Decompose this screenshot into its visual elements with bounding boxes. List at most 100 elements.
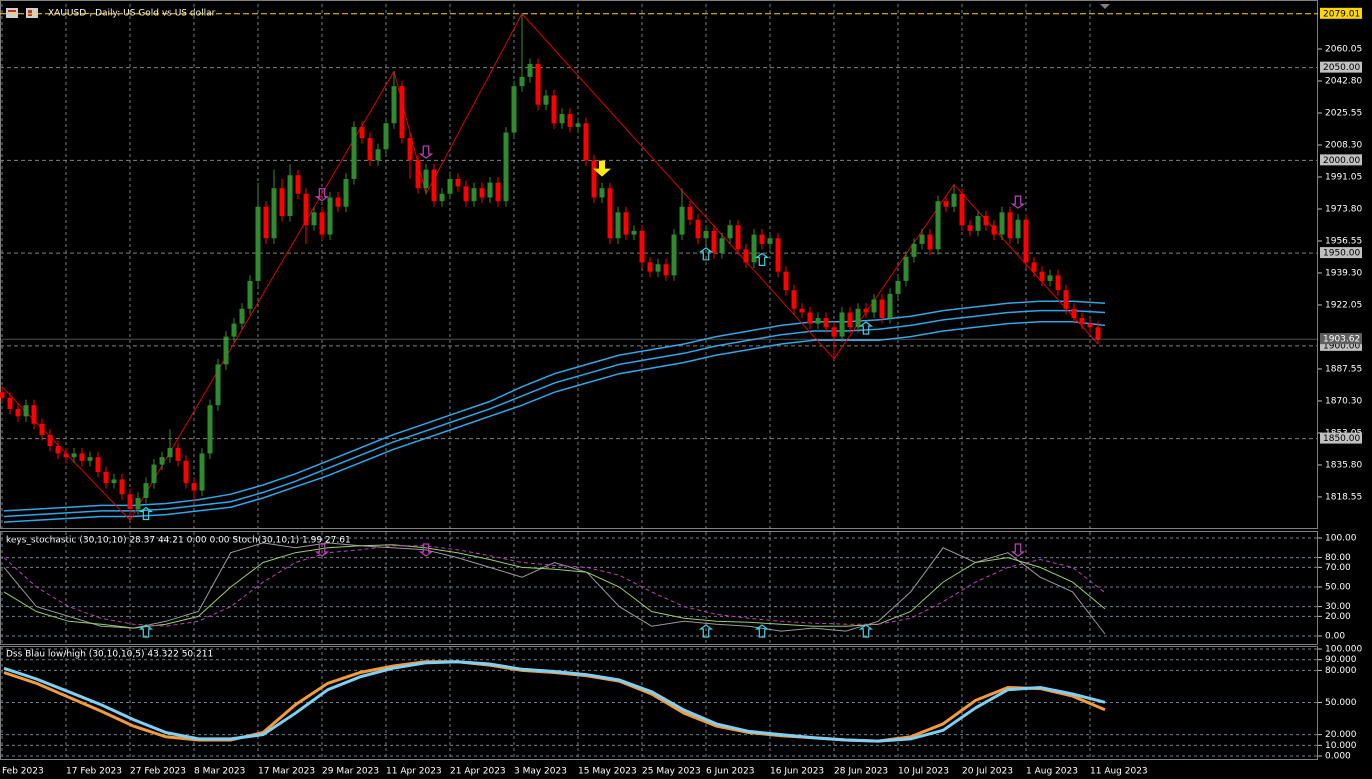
y-tick-label: 2060.05 — [1325, 44, 1362, 54]
candle-body — [119, 479, 125, 495]
candle-body — [71, 453, 77, 458]
candle-body — [943, 201, 949, 207]
y-tick-label: 2042.80 — [1325, 76, 1362, 86]
x-tick-label: 17 Feb 2023 — [66, 767, 122, 777]
candle-body — [871, 299, 877, 313]
candle-body — [927, 234, 933, 250]
x-tick-label: 11 Apr 2023 — [386, 767, 442, 777]
candle-body — [431, 169, 437, 202]
icon — [8, 10, 16, 12]
candle-body — [279, 188, 285, 217]
candle-body — [127, 494, 133, 510]
candle-body — [775, 238, 781, 272]
candle-body — [511, 86, 517, 133]
price-label: 1903.62 — [1323, 335, 1360, 345]
candle-body — [487, 182, 493, 198]
candle-body — [847, 312, 853, 328]
candle-body — [615, 212, 621, 239]
x-tick-label: 16 Jun 2023 — [770, 767, 824, 777]
candle-body — [855, 308, 861, 328]
signal-arrow — [418, 543, 434, 557]
x-tick-label: 15 May 2023 — [578, 767, 637, 777]
level-box — [1320, 339, 1362, 351]
candle-body — [599, 188, 605, 198]
candle-body — [559, 113, 565, 124]
candle-body — [191, 483, 197, 491]
stochastic-line — [3, 544, 1106, 629]
candle-body — [767, 238, 773, 244]
candle-body — [311, 212, 317, 226]
main-panel-frame — [0, 0, 1318, 529]
signal-arrow — [314, 188, 330, 202]
candle-body — [1071, 308, 1077, 319]
candle-body — [439, 193, 445, 202]
candle-body — [87, 457, 93, 461]
level-box — [1320, 247, 1362, 259]
candle-body — [631, 230, 637, 235]
candle-body — [1047, 275, 1053, 281]
candle-body — [823, 318, 829, 328]
y-tick-label: 100.000 — [1325, 644, 1362, 654]
candle-body — [551, 95, 557, 124]
y-tick-label: 70.00 — [1325, 563, 1351, 573]
candle-body — [535, 63, 541, 105]
candle-body — [831, 327, 837, 337]
candle-body — [143, 483, 149, 498]
candle-body — [759, 234, 765, 244]
candle-body — [799, 308, 805, 313]
x-tick-label: 20 Jul 2023 — [962, 767, 1013, 777]
signal-arrow — [418, 145, 434, 159]
y-tick-label: 10.000 — [1325, 741, 1357, 751]
candle-body — [183, 460, 189, 484]
shift-marker — [1100, 4, 1110, 9]
candle-body — [359, 126, 365, 139]
candle-body — [751, 234, 757, 263]
candle-body — [375, 149, 381, 161]
candle-body — [351, 126, 357, 179]
y-tick-label: 80.00 — [1325, 553, 1351, 563]
candle-body — [463, 186, 469, 202]
signal-arrow — [698, 624, 714, 638]
candle-body — [415, 160, 421, 189]
stochastic-line — [3, 542, 1106, 635]
candle-body — [47, 434, 53, 447]
indicator-title: Dss Blau low/high (30,10,10,5) 43.322 50… — [6, 650, 213, 660]
candle-body — [583, 123, 589, 161]
signal-arrow — [698, 247, 714, 261]
indicator-title: keys_stochastic (30,10,10) 28.37 44.21 0… — [6, 536, 351, 546]
candle-body — [727, 225, 733, 239]
moving-average — [3, 309, 1106, 518]
signal-arrow — [138, 624, 154, 638]
candle-body — [95, 457, 101, 472]
signal-arrow — [593, 160, 611, 177]
candle-body — [23, 405, 29, 417]
x-tick-label: 3 May 2023 — [514, 767, 567, 777]
y-tick-label: 1956.55 — [1325, 236, 1362, 246]
y-tick-label: 2008.30 — [1325, 140, 1362, 150]
candle-body — [527, 63, 533, 77]
candle-body — [63, 453, 69, 458]
candle-body — [111, 479, 117, 484]
level-box — [1320, 432, 1362, 444]
candle-body — [343, 178, 349, 207]
signal-arrow — [858, 321, 874, 335]
signal-arrow — [1010, 195, 1026, 209]
x-tick-label: 17 Mar 2023 — [258, 767, 315, 777]
candle-body — [335, 197, 341, 207]
y-tick-label: 50.00 — [1325, 582, 1351, 592]
level-label: 1950.00 — [1323, 249, 1360, 259]
candle-body — [543, 95, 549, 105]
candle-body — [1015, 219, 1021, 239]
candle-body — [903, 256, 909, 281]
candle-body — [1023, 219, 1029, 263]
candle-body — [959, 193, 965, 226]
x-tick-label: 11 Aug 2023 — [1090, 767, 1148, 777]
level-label: 1850.00 — [1323, 434, 1360, 444]
candle-body — [495, 182, 501, 202]
y-tick-label: 0.000 — [1325, 752, 1351, 762]
dss-line — [3, 660, 1106, 743]
candle-body — [567, 113, 573, 127]
x-tick-label: 1 Aug 2023 — [1026, 767, 1078, 777]
